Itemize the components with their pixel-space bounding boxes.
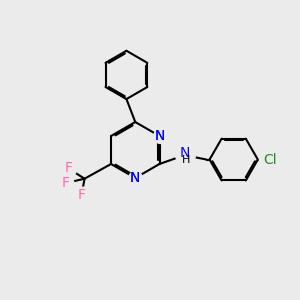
Text: F: F: [64, 161, 72, 176]
Text: N: N: [154, 129, 165, 143]
Text: N: N: [130, 171, 140, 185]
Text: F: F: [78, 188, 86, 202]
Text: Cl: Cl: [263, 153, 276, 166]
Text: N: N: [130, 171, 140, 185]
Text: N: N: [154, 129, 165, 143]
Text: F: F: [61, 176, 69, 190]
Text: H: H: [182, 155, 190, 165]
Text: N: N: [179, 146, 190, 160]
